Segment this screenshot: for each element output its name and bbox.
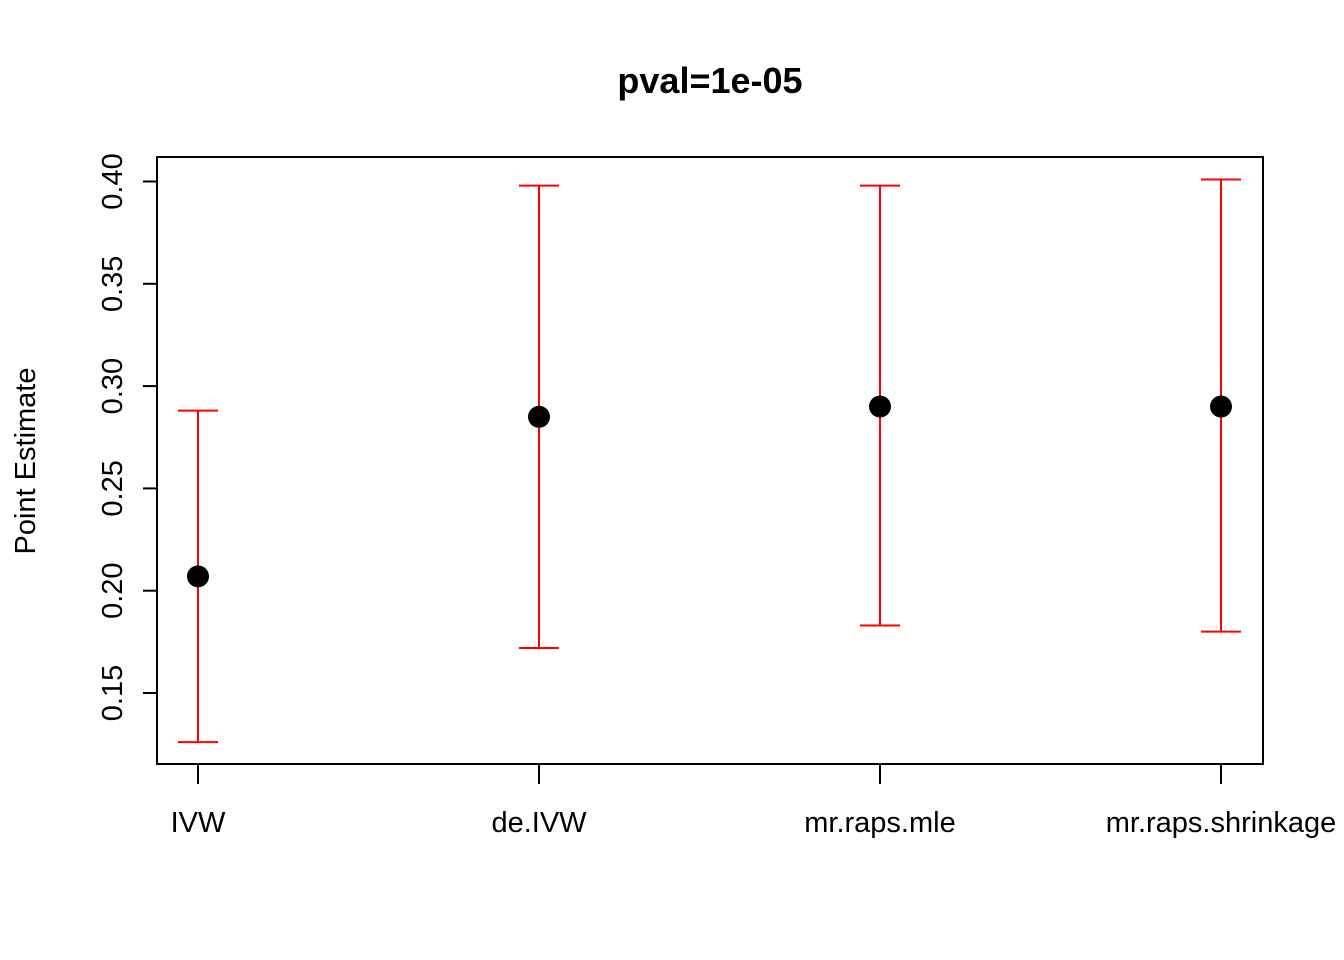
y-tick-label: 0.30: [97, 358, 129, 414]
y-tick-label: 0.35: [97, 256, 129, 312]
plot-frame: [156, 156, 1264, 765]
y-tick-label: 0.20: [97, 562, 129, 618]
x-tick-label: IVW: [171, 807, 226, 839]
y-axis-label: Point Estimate: [10, 368, 42, 555]
x-tick-label: mr.raps.shrinkage: [1106, 807, 1337, 839]
x-tick-label: mr.raps.mle: [804, 807, 955, 839]
data-point: [1210, 395, 1232, 418]
x-tick-label: de.IVW: [491, 807, 587, 839]
y-tick-label: 0.25: [97, 460, 129, 516]
data-point: [187, 565, 209, 588]
data-point: [528, 405, 550, 428]
error-bars: [178, 178, 1241, 744]
x-axis: IVW de.IVW mr.raps.mle mr.raps.shrinkage: [171, 764, 1337, 839]
data-point: [869, 395, 891, 418]
points: [187, 395, 1232, 588]
y-tick-label: 0.40: [97, 153, 129, 209]
y-axis: 0.15 0.20 0.25 0.30 0.35 0.40: [97, 153, 158, 721]
y-tick-label: 0.15: [97, 665, 129, 721]
chart-title: pval=1e-05: [617, 60, 802, 101]
